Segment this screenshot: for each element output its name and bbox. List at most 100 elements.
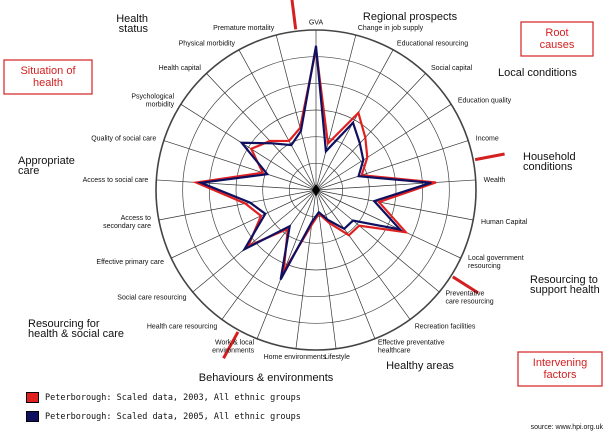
- axis-label: Education quality: [458, 97, 512, 104]
- axis-spoke: [180, 103, 317, 191]
- axis-label: Health capital: [159, 65, 202, 72]
- axis-spoke: [315, 189, 440, 293]
- data-point: [311, 220, 313, 223]
- data-point: [290, 144, 293, 146]
- data-point: [359, 142, 361, 145]
- axis-label: Recreation facilities: [415, 323, 476, 330]
- axis-label: Income: [476, 136, 499, 143]
- axis-spoke: [315, 179, 476, 191]
- axis-label: Access to social care: [83, 177, 149, 184]
- data-point: [200, 181, 202, 184]
- data-point: [357, 112, 360, 114]
- axis-spoke: [163, 140, 317, 191]
- axis-label: GVA: [309, 20, 324, 27]
- series-line-0: [192, 48, 437, 273]
- data-point: [315, 45, 317, 47]
- group-labels: Health status Regional prospects Local cond…: [18, 11, 600, 384]
- data-point: [266, 173, 269, 175]
- group-divider: [451, 275, 479, 295]
- data-point: [288, 140, 290, 142]
- axis-label: Preventative care resourcing: [445, 291, 493, 306]
- legend-swatch-2005: [26, 411, 39, 422]
- boxed-label-frame: [517, 351, 603, 387]
- axis-label: Physical morbidity: [179, 40, 236, 47]
- legend-label-2005: Peterborough: Scaled data, 2005, All eth…: [45, 411, 301, 422]
- data-point: [362, 159, 365, 161]
- axis-spoke: [156, 179, 317, 191]
- axis-label: Lifestyle: [324, 354, 350, 361]
- data-point: [240, 142, 243, 144]
- data-point: [250, 148, 252, 150]
- axis-label: Premature mortality: [213, 25, 275, 32]
- legend-label-2003: Peterborough: Scaled data, 2003, All eth…: [45, 392, 301, 403]
- centre-marker: [312, 184, 320, 196]
- axis-spoke: [295, 189, 317, 349]
- axis-spoke: [171, 189, 317, 259]
- axis-labels: GVA Change in job supply Educational resou…: [83, 20, 528, 362]
- group-divider: [290, 0, 298, 30]
- axis-label: Work & local environments: [212, 340, 255, 355]
- axis-label: Educational resourcing: [397, 40, 468, 47]
- data-point: [352, 219, 354, 222]
- data-point: [318, 211, 320, 214]
- axis-spoke: [275, 34, 317, 191]
- boxed-labels: Situation of health Root causes Intervening f…: [3, 21, 603, 387]
- data-point: [378, 201, 380, 203]
- data-point: [328, 221, 330, 224]
- series-line-1: [196, 45, 432, 280]
- data-point: [269, 140, 271, 142]
- data-point: [430, 181, 432, 184]
- data-point: [325, 150, 327, 153]
- axis-spoke: [315, 189, 337, 349]
- axis-spoke: [315, 34, 357, 191]
- axis-label: Human Capital: [481, 219, 528, 226]
- axis-label: Social care resourcing: [117, 295, 186, 302]
- group-label: Behaviours & environments: [199, 372, 334, 384]
- radar-spokes: [156, 30, 476, 349]
- data-point: [243, 248, 246, 250]
- axis-label: Effective preventative healthcare: [378, 340, 445, 355]
- axis-spoke: [256, 189, 317, 339]
- legend-swatch-2003: [26, 392, 39, 403]
- data-point: [366, 156, 369, 159]
- group-label: Regional prospects: [363, 11, 458, 23]
- axis-label: Quality of social care: [91, 136, 156, 143]
- axis-label: Social capital: [431, 65, 473, 72]
- source-note: source: www.hpi.org.uk: [530, 424, 603, 431]
- data-point: [326, 218, 329, 221]
- group-label: Appropriate care: [18, 155, 75, 177]
- data-point: [279, 278, 282, 281]
- axis-label: Effective primary care: [96, 259, 164, 266]
- data-point: [352, 121, 354, 124]
- group-label: Healthy areas: [386, 360, 454, 372]
- group-label: Resourcing to support health: [530, 274, 600, 296]
- boxed-label: Situation of health: [20, 65, 76, 89]
- axis-label: Access to secondary care: [103, 215, 151, 230]
- axis-spoke: [315, 189, 376, 339]
- data-point: [348, 234, 350, 237]
- boxed-label: Intervening factors: [533, 357, 587, 381]
- data-point: [300, 130, 302, 132]
- radar-series: [192, 45, 437, 281]
- boxed-label-frame: [520, 21, 594, 57]
- axis-spoke: [315, 103, 452, 191]
- data-point: [404, 231, 407, 234]
- data-point: [327, 142, 329, 145]
- axis-label: Wealth: [484, 177, 506, 184]
- group-label: Local conditions: [498, 67, 577, 79]
- group-label: Household conditions: [523, 151, 576, 173]
- axis-label: Change in job supply: [358, 25, 424, 32]
- data-point: [343, 228, 346, 230]
- data-point: [244, 202, 247, 205]
- axis-spoke: [315, 189, 461, 259]
- data-point: [357, 175, 360, 177]
- legend-item-2005: Peterborough: Scaled data, 2005, All eth…: [26, 411, 301, 422]
- axis-spoke: [315, 49, 394, 191]
- data-point: [264, 213, 267, 215]
- data-point: [399, 228, 401, 231]
- group-label: Health status: [116, 13, 148, 35]
- data-point: [271, 142, 273, 145]
- axis-spoke: [315, 189, 411, 320]
- data-point: [260, 215, 262, 217]
